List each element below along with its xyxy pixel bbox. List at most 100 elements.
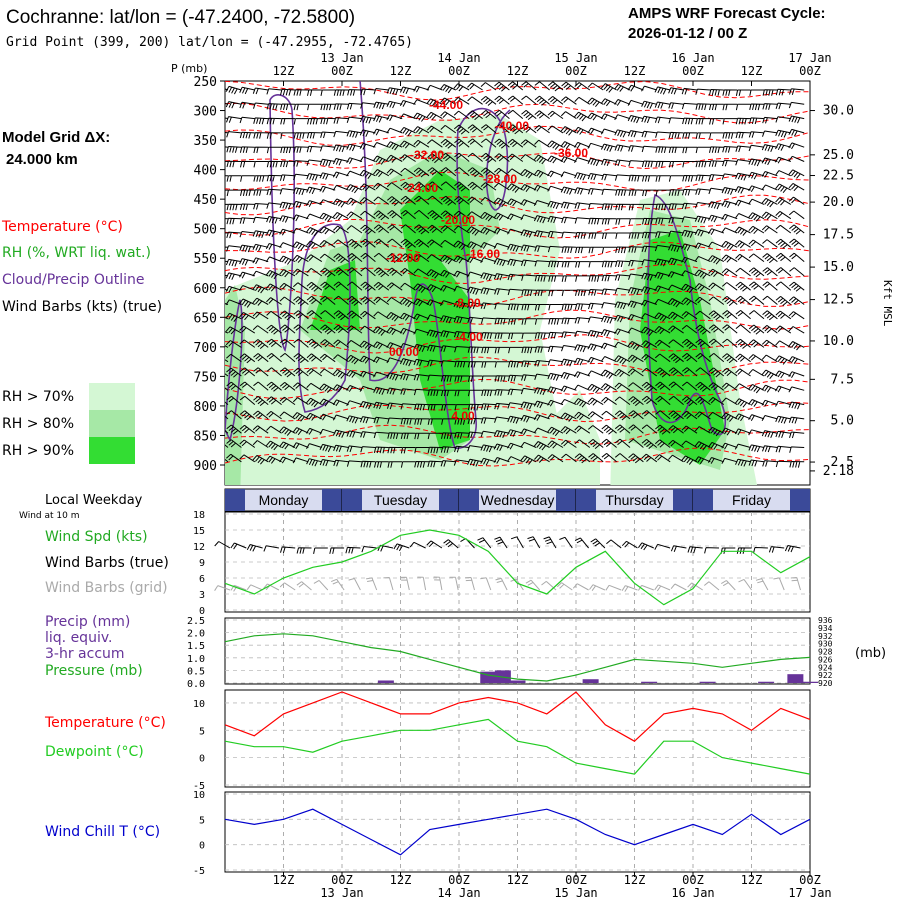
legend-rh90-label: RH > 90% <box>2 443 74 459</box>
wind-barb <box>775 197 792 206</box>
temperature-dewpoint-chart: -5 0 5 10 <box>193 690 811 792</box>
wind-barb <box>694 441 711 451</box>
wind-barb <box>534 274 550 282</box>
wind-barb <box>789 281 805 292</box>
wind-barb <box>668 146 684 154</box>
wind-barb <box>695 118 711 125</box>
wind-barb <box>253 381 269 391</box>
wind-barb <box>722 118 738 125</box>
wind-barb <box>641 272 657 281</box>
wind-barb <box>749 117 765 125</box>
wind-barb <box>253 410 269 420</box>
temp-y-tick: 0 <box>199 754 205 765</box>
wind-barb <box>226 175 242 182</box>
wind-barb <box>614 424 631 434</box>
wind-barb <box>642 175 657 182</box>
wind-barb <box>587 173 604 181</box>
wind-barb <box>359 355 376 364</box>
wind-barb <box>614 83 631 92</box>
wind-barb <box>225 246 229 248</box>
wind-barb <box>454 404 470 411</box>
wind-barb <box>467 124 483 134</box>
wind-barb <box>226 410 242 420</box>
wind-barb <box>346 445 363 453</box>
wind-barb <box>507 288 523 296</box>
wind-barb <box>628 145 644 152</box>
wind-barb <box>480 577 492 591</box>
wind-barb <box>682 117 698 125</box>
wind-barb <box>587 370 604 377</box>
wind-barb <box>548 318 564 325</box>
wind-barb <box>748 225 765 235</box>
wind-barb <box>252 243 269 252</box>
wind-barb <box>534 387 550 396</box>
wind-barb <box>548 260 564 268</box>
wind-barb <box>789 431 805 439</box>
wind-barb <box>359 129 376 137</box>
wind-barb <box>400 154 416 162</box>
wind-barb <box>507 273 523 281</box>
bottom-hour-label: 12Z <box>624 873 646 887</box>
wind-barb <box>279 310 296 321</box>
wind-barb <box>333 89 349 96</box>
wind-barb <box>628 218 644 225</box>
wind-barb <box>641 367 658 377</box>
wind-barb <box>788 101 805 109</box>
wind-barb <box>587 330 604 338</box>
wind-barb <box>225 340 242 348</box>
wind-barb <box>775 430 791 438</box>
wind-barb <box>266 132 282 139</box>
wind-barb <box>225 359 229 363</box>
pressure-axis-label: P (mb) <box>171 62 207 75</box>
wind-barb <box>590 538 606 549</box>
wind-barb <box>293 296 309 307</box>
wind-barb <box>346 295 363 306</box>
wind-barb <box>687 582 703 591</box>
chill-y-tick: -5 <box>193 866 205 877</box>
wind-barb <box>239 244 255 253</box>
wind-barb <box>520 455 537 465</box>
wind-barb <box>413 181 430 191</box>
wind-barb <box>605 584 622 591</box>
wind-barb <box>480 226 497 235</box>
wind-barb <box>533 441 550 451</box>
weekday-shade-left <box>693 489 713 511</box>
wind-barb <box>627 368 644 377</box>
wind-barb <box>614 410 631 421</box>
wind-barb <box>225 312 242 322</box>
temperature-contour-label: -32.00 <box>410 148 444 162</box>
wind-barb <box>306 227 323 237</box>
wind-barb <box>547 125 564 134</box>
wind-barb <box>722 146 738 153</box>
precip-y-tick: 2.0 <box>187 629 205 640</box>
wind-barb <box>694 411 711 420</box>
wind-barb <box>280 103 296 111</box>
wind-barb <box>279 282 296 291</box>
pressure-y-tick: 934 <box>818 624 833 633</box>
wind-barb <box>293 103 309 111</box>
wind-barb <box>520 401 537 410</box>
wind-barb <box>614 301 631 310</box>
wind-barb <box>695 132 711 139</box>
wind-barb <box>333 324 349 334</box>
wind-barb <box>761 197 778 208</box>
wind-barb <box>761 369 778 380</box>
wind-barb <box>534 245 550 252</box>
wind-barb <box>541 581 557 591</box>
wind-barb <box>621 540 638 549</box>
wind-barb <box>266 188 282 196</box>
wind-barb <box>374 461 389 468</box>
wind-barb <box>748 295 765 305</box>
wind-barb <box>306 281 323 292</box>
wind-barb <box>575 246 590 254</box>
wind-barb <box>588 217 604 225</box>
wind-barb <box>481 361 496 368</box>
wind-barb <box>399 343 416 349</box>
wind-barb <box>654 353 671 363</box>
wind-barb <box>588 289 604 296</box>
wind-barb <box>293 173 309 181</box>
wind-barb <box>427 210 443 221</box>
wind-barb <box>654 339 671 348</box>
temperature-contour-label: -8.00 <box>453 296 481 310</box>
pressure-y-tick: 932 <box>818 632 833 641</box>
